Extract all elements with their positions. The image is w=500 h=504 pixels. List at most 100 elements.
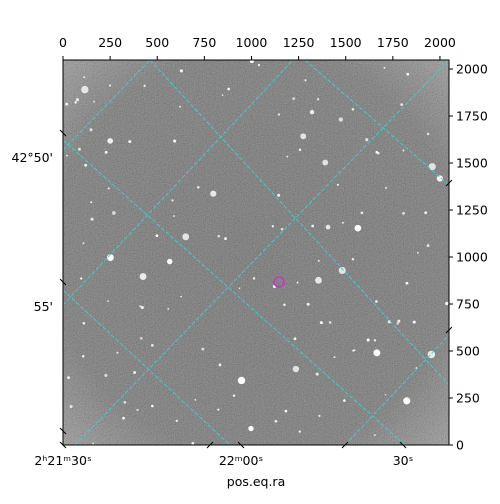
star: [343, 399, 346, 402]
star: [311, 224, 315, 228]
image: [63, 60, 449, 445]
star: [227, 87, 230, 91]
star: [104, 150, 108, 154]
star: [385, 186, 388, 189]
ra-tick: [237, 441, 245, 449]
star: [277, 113, 281, 116]
coordinate-grid-line: [63, 60, 294, 306]
star: [249, 60, 254, 64]
star: [93, 100, 95, 103]
star: [427, 350, 436, 359]
star: [191, 441, 195, 445]
star: [315, 276, 322, 284]
star: [179, 69, 183, 73]
star: [318, 414, 321, 417]
star: [375, 150, 379, 154]
coordinate-grid-line: [304, 60, 449, 186]
star: [92, 442, 94, 445]
star: [293, 337, 297, 341]
dec-tick: [59, 129, 67, 137]
star: [353, 349, 356, 352]
star: [360, 211, 364, 215]
star: [252, 277, 256, 280]
star: [286, 155, 289, 158]
star: [65, 102, 69, 106]
star: [400, 103, 404, 106]
star: [82, 321, 86, 325]
star: [292, 97, 296, 100]
star: [304, 79, 307, 82]
star: [136, 408, 139, 412]
star: [445, 301, 449, 306]
star: [296, 281, 299, 284]
star: [424, 211, 428, 215]
dec-tick: [445, 326, 453, 334]
star: [292, 365, 300, 373]
star: [173, 139, 177, 143]
coordinate-grid-line: [63, 139, 406, 445]
marker: [273, 276, 285, 288]
star: [300, 133, 307, 140]
star: [140, 337, 143, 340]
star: [406, 72, 410, 76]
star: [108, 84, 112, 87]
x-tick-label: 1000: [236, 35, 268, 50]
star: [201, 347, 205, 351]
star: [81, 85, 89, 94]
y-tick-label: 2000: [456, 62, 488, 77]
star: [180, 295, 182, 298]
star: [298, 430, 301, 433]
star: [375, 300, 378, 303]
star: [107, 187, 110, 190]
coordinate-grid-line: [149, 60, 449, 386]
star: [218, 363, 222, 367]
star: [133, 371, 137, 374]
x-axis-label: pos.eq.ra: [227, 474, 285, 489]
y-tick-label: 500: [456, 344, 480, 359]
star: [298, 148, 302, 152]
star: [325, 224, 331, 230]
star: [171, 199, 174, 202]
star: [140, 305, 144, 310]
y-tick-label: 1000: [456, 250, 488, 265]
star: [274, 419, 278, 423]
star: [338, 117, 343, 122]
star: [123, 400, 127, 404]
star: [426, 244, 430, 248]
star: [107, 138, 113, 144]
star: [66, 154, 69, 157]
star: [175, 419, 178, 422]
star: [197, 186, 200, 189]
star: [82, 242, 85, 245]
star: [107, 300, 110, 303]
star: [77, 147, 81, 151]
star: [248, 425, 254, 432]
x-tick-label: 2000: [424, 35, 456, 50]
star: [90, 217, 94, 221]
y-tick-label: 250: [456, 391, 480, 406]
star: [89, 128, 93, 132]
star: [122, 416, 125, 420]
star: [417, 251, 419, 254]
star: [238, 287, 241, 290]
star: [237, 376, 246, 385]
dec-tick: [59, 427, 67, 435]
star: [384, 393, 387, 396]
x-tick-label: 0: [59, 35, 67, 50]
star: [333, 356, 336, 359]
star: [383, 66, 386, 69]
star: [277, 193, 281, 197]
star: [426, 132, 430, 136]
coordinate-grid-line: [63, 289, 231, 445]
star: [116, 351, 119, 354]
image-noise: [63, 60, 449, 445]
star: [428, 163, 436, 171]
star: [257, 63, 261, 67]
star: [143, 84, 146, 87]
frame: [62, 59, 450, 446]
y-tick-label: 1250: [456, 203, 488, 218]
star: [436, 175, 443, 182]
ra-tick: [206, 441, 214, 449]
star: [338, 266, 346, 275]
